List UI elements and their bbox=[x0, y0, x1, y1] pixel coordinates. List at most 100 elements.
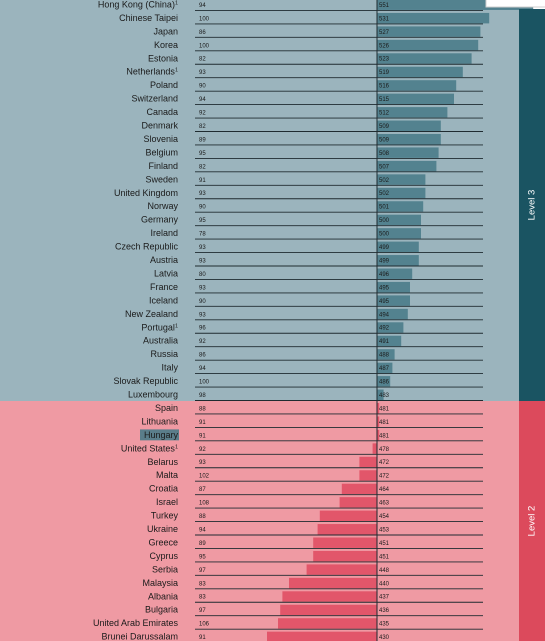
table-row: Denmark 82 509 bbox=[141, 121, 483, 132]
score-bar bbox=[377, 228, 421, 239]
table-row: Sweden 91 502 bbox=[145, 174, 483, 186]
table-row: Japan 86 527 bbox=[153, 26, 483, 38]
score-bar bbox=[313, 550, 377, 562]
country-label: Korea bbox=[154, 40, 178, 50]
top-right-box bbox=[485, 0, 545, 8]
table-row: Luxembourg 98 483 bbox=[128, 390, 483, 401]
score-value: 437 bbox=[379, 595, 390, 601]
coverage-value: 100 bbox=[199, 380, 210, 386]
country-label: Hong Kong (China)1 bbox=[98, 0, 178, 9]
coverage-value: 91 bbox=[199, 635, 206, 641]
score-bar bbox=[289, 577, 377, 589]
score-value: 451 bbox=[379, 541, 390, 547]
score-bar bbox=[377, 12, 490, 24]
table-row: Estonia 82 523 bbox=[148, 53, 483, 65]
score-value: 481 bbox=[379, 420, 390, 426]
footnote-marker: 1 bbox=[175, 444, 178, 450]
country-label: United States1 bbox=[121, 443, 178, 453]
coverage-value: 92 bbox=[199, 447, 206, 453]
coverage-value: 102 bbox=[199, 474, 210, 480]
table-row: Norway 90 501 bbox=[147, 201, 483, 213]
score-value: 516 bbox=[379, 84, 390, 90]
table-row: Albania 83 437 bbox=[148, 591, 483, 603]
table-row: Canada 92 512 bbox=[146, 107, 483, 119]
score-bar bbox=[317, 524, 377, 535]
country-label: United Arab Emirates bbox=[93, 618, 179, 628]
table-row: Cyprus 95 451 bbox=[149, 550, 483, 563]
table-row: Germany 95 500 bbox=[141, 215, 483, 227]
score-value: 463 bbox=[379, 501, 390, 507]
country-label: Chinese Taipei bbox=[119, 13, 178, 23]
table-row: Iceland 90 495 bbox=[149, 295, 483, 307]
score-bar bbox=[377, 187, 426, 199]
country-label: Slovenia bbox=[143, 134, 178, 144]
coverage-value: 90 bbox=[199, 205, 206, 211]
score-value: 430 bbox=[379, 635, 390, 641]
coverage-value: 80 bbox=[199, 272, 206, 278]
country-label: Sweden bbox=[145, 174, 178, 184]
country-label: Russia bbox=[150, 349, 178, 359]
coverage-value: 94 bbox=[199, 97, 206, 103]
coverage-value: 86 bbox=[199, 30, 206, 36]
table-row: Slovak Republic 100 486 bbox=[113, 376, 483, 388]
score-value: 523 bbox=[379, 57, 390, 63]
score-bar bbox=[278, 618, 377, 629]
score-value: 509 bbox=[379, 124, 390, 130]
score-bar bbox=[377, 281, 410, 293]
country-label: Lithuania bbox=[141, 416, 178, 426]
table-row: Korea 100 526 bbox=[154, 40, 483, 52]
score-bar bbox=[377, 255, 419, 266]
score-value: 494 bbox=[379, 312, 390, 318]
coverage-value: 90 bbox=[199, 299, 206, 305]
score-value: 499 bbox=[379, 258, 390, 264]
coverage-value: 94 bbox=[199, 527, 206, 533]
score-value: 486 bbox=[379, 380, 390, 386]
country-label: Malaysia bbox=[142, 578, 178, 588]
score-value: 509 bbox=[379, 137, 390, 143]
coverage-value: 93 bbox=[199, 191, 206, 197]
country-label: France bbox=[150, 282, 178, 292]
country-label: Ireland bbox=[150, 228, 178, 238]
country-label: New Zealand bbox=[125, 309, 178, 319]
level-background-2 bbox=[0, 401, 519, 641]
table-row: Lithuania 91 481 bbox=[141, 416, 483, 428]
score-bar bbox=[372, 443, 377, 454]
score-bar bbox=[377, 93, 454, 105]
country-label: Australia bbox=[143, 336, 178, 346]
country-label: Bulgaria bbox=[145, 605, 178, 615]
country-label: Iceland bbox=[149, 295, 178, 305]
table-row: Greece 89 451 bbox=[148, 537, 483, 549]
table-row: Hong Kong (China)1 94 551 bbox=[98, 0, 534, 11]
country-label: Cyprus bbox=[149, 551, 178, 561]
highlight-box bbox=[140, 429, 179, 441]
country-label: Serbia bbox=[152, 564, 178, 574]
score-value: 440 bbox=[379, 581, 390, 587]
score-bar bbox=[377, 66, 463, 78]
coverage-value: 83 bbox=[199, 581, 206, 587]
country-label: Denmark bbox=[141, 121, 178, 131]
coverage-value: 95 bbox=[199, 554, 206, 560]
country-label: Israel bbox=[156, 497, 178, 507]
score-value: 478 bbox=[379, 447, 390, 453]
table-row: Russia 86 488 bbox=[150, 349, 483, 361]
country-label: Brunei Darussalam bbox=[101, 632, 178, 641]
country-label: Czech Republic bbox=[115, 242, 179, 252]
level-band-1 bbox=[519, 9, 545, 401]
country-label: Croatia bbox=[149, 484, 178, 494]
coverage-value: 93 bbox=[199, 285, 206, 291]
table-row: Portugal1 96 492 bbox=[141, 322, 483, 334]
coverage-value: 97 bbox=[199, 608, 206, 614]
table-row: New Zealand 93 494 bbox=[125, 309, 483, 321]
table-row: Ukraine 94 453 bbox=[147, 524, 483, 536]
country-label: Estonia bbox=[148, 53, 178, 63]
country-label: Poland bbox=[150, 80, 178, 90]
country-label: Ukraine bbox=[147, 524, 178, 534]
table-row: Hungary 91 481 bbox=[140, 429, 483, 442]
score-value: 481 bbox=[379, 406, 390, 412]
coverage-value: 95 bbox=[199, 151, 206, 157]
score-value: 502 bbox=[379, 178, 390, 184]
country-label: Latvia bbox=[154, 268, 178, 278]
country-label: Portugal1 bbox=[141, 322, 178, 332]
country-label: Finland bbox=[148, 161, 178, 171]
